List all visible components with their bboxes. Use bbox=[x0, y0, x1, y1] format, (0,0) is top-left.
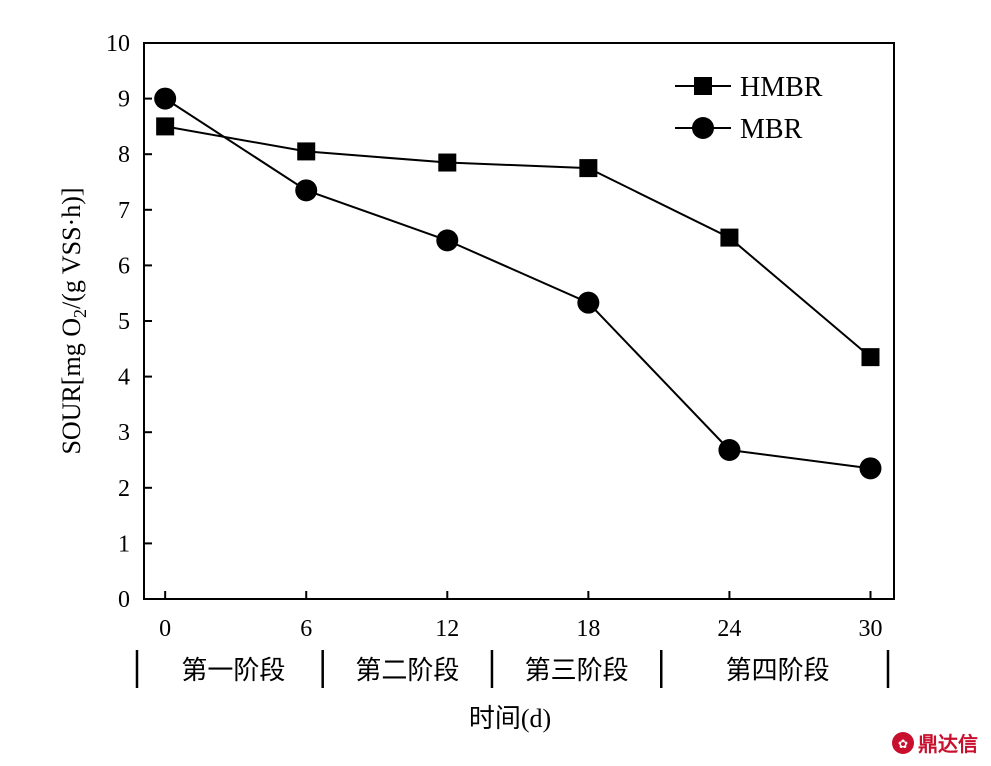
y-tick-label: 3 bbox=[118, 420, 130, 446]
legend-label-mbr: MBR bbox=[740, 114, 803, 145]
stage-label: 第二阶段 bbox=[355, 656, 459, 685]
y-tick-label: 6 bbox=[118, 253, 130, 279]
data-point-hmbr bbox=[297, 142, 316, 161]
y-tick-label: 8 bbox=[118, 142, 130, 168]
y-tick-label: 1 bbox=[118, 531, 130, 557]
y-axis: 0 1 2 3 4 5 6 7 8 9 10 bbox=[106, 31, 152, 613]
legend-label-hmbr: HMBR bbox=[740, 72, 823, 103]
y-axis-title-suffix: /(g VSS·h)] bbox=[57, 187, 86, 309]
x-tick-label: 0 bbox=[159, 616, 171, 642]
data-point-hmbr bbox=[438, 153, 457, 172]
legend-marker-hmbr bbox=[694, 77, 712, 95]
watermark: ✿ 鼎达信 bbox=[892, 732, 978, 756]
y-axis-title-subscript: 2 bbox=[70, 309, 90, 318]
data-point-mbr bbox=[577, 291, 600, 314]
legend-marker-mbr bbox=[692, 117, 714, 139]
data-point-hmbr bbox=[579, 159, 598, 178]
x-axis: 0 6 12 18 24 30 bbox=[159, 591, 882, 642]
data-point-hmbr bbox=[156, 117, 175, 136]
y-tick-label: 5 bbox=[118, 309, 130, 335]
series-layer bbox=[154, 87, 882, 480]
stage-label: 第四阶段 bbox=[726, 656, 830, 685]
y-tick-label: 4 bbox=[118, 365, 130, 391]
y-axis-title: SOUR[mg O2/(g VSS·h)] bbox=[57, 187, 90, 454]
x-tick-label: 30 bbox=[858, 616, 882, 642]
stage-label: 第三阶段 bbox=[525, 656, 629, 685]
series-line-mbr bbox=[164, 97, 871, 470]
data-point-mbr bbox=[859, 457, 882, 480]
x-axis-title: 时间(d) bbox=[469, 704, 551, 733]
data-point-mbr bbox=[718, 438, 741, 461]
y-tick-label: 7 bbox=[118, 198, 130, 224]
watermark-text: 鼎达信 bbox=[918, 732, 978, 756]
x-tick-label: 24 bbox=[717, 616, 741, 642]
y-tick-label: 2 bbox=[118, 476, 130, 502]
x-tick-label: 12 bbox=[435, 616, 459, 642]
y-tick-label: 10 bbox=[106, 31, 130, 57]
data-point-hmbr bbox=[720, 228, 739, 247]
watermark-logo-glyph: ✿ bbox=[898, 737, 908, 751]
y-tick-label: 0 bbox=[118, 587, 130, 613]
series-line-hmbr bbox=[164, 125, 872, 358]
data-point-mbr bbox=[154, 87, 177, 110]
legend: HMBR MBR bbox=[675, 72, 823, 145]
stage-bar: 第一阶段 第二阶段 第三阶段 第四阶段 bbox=[135, 650, 890, 688]
stage-label: 第一阶段 bbox=[181, 656, 285, 685]
x-tick-label: 6 bbox=[300, 616, 312, 642]
y-axis-title-prefix: SOUR[mg O bbox=[57, 318, 86, 455]
data-point-mbr bbox=[436, 229, 459, 252]
x-tick-label: 18 bbox=[576, 616, 600, 642]
watermark-logo-icon bbox=[892, 732, 914, 754]
data-point-hmbr bbox=[861, 348, 880, 367]
y-tick-label: 9 bbox=[118, 87, 130, 113]
data-point-mbr bbox=[295, 179, 318, 202]
